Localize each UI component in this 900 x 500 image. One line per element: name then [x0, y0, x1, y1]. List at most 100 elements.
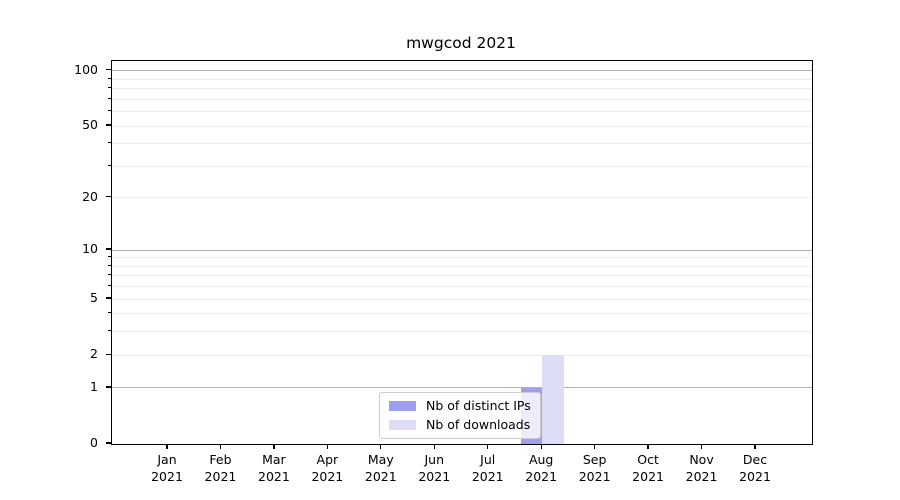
y-minor-gridline	[112, 298, 812, 300]
x-tick-mark	[433, 444, 435, 450]
x-tick-label: Jun 2021	[402, 451, 466, 485]
y-minor-tick-mark	[108, 124, 111, 126]
legend-swatch	[389, 420, 416, 430]
y-tick-label: 2	[90, 346, 98, 362]
x-tick-mark	[647, 444, 649, 450]
y-minor-tick-mark	[108, 285, 111, 287]
x-tick-mark	[700, 444, 703, 450]
x-tick-label: Aug 2021	[509, 451, 573, 485]
x-tick-label-month: Jun	[424, 452, 445, 467]
y-minor-gridline	[112, 275, 812, 277]
y-minor-gridline	[112, 111, 812, 113]
x-tick-label-year: 2021	[364, 469, 397, 484]
y-minor-gridline	[112, 165, 812, 167]
y-tick-label: 10	[82, 241, 98, 257]
y-minor-gridline	[112, 257, 812, 259]
x-tick-mark	[487, 444, 489, 450]
y-tick-mark	[106, 386, 111, 388]
y-minor-gridline	[112, 125, 812, 127]
x-tick-label-year: 2021	[151, 469, 183, 484]
y-minor-tick-mark	[108, 330, 111, 332]
x-tick-label-year: 2021	[471, 469, 504, 484]
y-minor-tick-mark	[108, 110, 111, 112]
y-minor-tick-mark	[108, 274, 111, 276]
x-tick-label-year: 2021	[311, 469, 344, 484]
y-minor-tick-mark	[108, 87, 111, 89]
y-minor-gridline	[112, 88, 812, 90]
y-minor-tick-mark	[108, 142, 111, 144]
y-minor-gridline	[112, 98, 812, 100]
y-minor-tick-mark	[108, 297, 111, 299]
x-tick-label-year: 2021	[685, 469, 718, 484]
x-tick-label: Apr 2021	[295, 451, 359, 485]
x-tick-label-month: Aug	[528, 452, 554, 467]
y-minor-gridline	[112, 313, 812, 315]
y-minor-tick-mark	[108, 196, 111, 198]
x-tick-label: Jan 2021	[135, 451, 199, 485]
x-tick-label-year: 2021	[418, 469, 451, 484]
y-tick-mark	[106, 69, 111, 71]
x-tick-label-month: Sep	[582, 452, 607, 467]
x-tick-mark	[380, 444, 382, 450]
legend-item: Nb of downloads	[389, 417, 531, 433]
x-tick-mark	[219, 444, 222, 450]
x-tick-label-month: Apr	[316, 452, 339, 467]
y-minor-gridline	[112, 143, 812, 145]
x-tick-label-month: Feb	[209, 452, 232, 467]
y-minor-tick-mark	[108, 353, 111, 355]
bar-downloads-aug	[542, 355, 564, 444]
legend-item: Nb of distinct IPs	[389, 398, 531, 414]
y-minor-tick-mark	[108, 256, 111, 258]
x-tick-label-month: Jul	[480, 452, 496, 467]
x-tick-label-year: 2021	[578, 469, 611, 484]
x-tick-mark	[273, 444, 275, 450]
x-tick-label-month: Dec	[742, 452, 768, 467]
x-tick-label-month: Jan	[157, 452, 177, 467]
y-minor-gridline	[112, 78, 812, 80]
x-tick-label: May 2021	[349, 451, 413, 485]
y-minor-gridline	[112, 286, 812, 288]
y-tick-label: 0	[90, 435, 98, 450]
x-tick-label-year: 2021	[739, 469, 771, 484]
x-tick-label-month: May	[367, 452, 394, 467]
x-tick-label-year: 2021	[258, 469, 290, 484]
y-minor-tick-mark	[108, 77, 111, 79]
plot-area: Nb of distinct IPs Nb of downloads	[111, 60, 813, 445]
y-tick-label: 5	[90, 290, 98, 306]
y-minor-tick-mark	[108, 312, 111, 314]
y-tick-mark	[106, 248, 111, 250]
y-tick-label: 20	[82, 188, 98, 204]
x-tick-mark	[540, 444, 542, 450]
legend-label: Nb of distinct IPs	[426, 398, 531, 413]
y-minor-gridline	[112, 265, 812, 267]
x-tick-mark	[326, 444, 328, 450]
y-minor-tick-mark	[108, 164, 111, 166]
y-minor-gridline	[112, 331, 812, 333]
y-tick-mark	[106, 442, 111, 444]
x-tick-label: Oct 2021	[616, 451, 680, 485]
x-tick-label: Dec 2021	[723, 451, 787, 485]
x-tick-label: Mar 2021	[242, 451, 306, 485]
y-tick-label: 100	[74, 61, 98, 77]
x-tick-label: Feb 2021	[188, 451, 252, 485]
legend-label: Nb of downloads	[426, 417, 531, 432]
y-major-gridline	[112, 387, 812, 389]
x-tick-label-month: Nov	[689, 452, 714, 467]
y-tick-label: 1	[90, 378, 98, 394]
y-minor-gridline	[112, 354, 812, 356]
x-tick-mark	[166, 444, 168, 450]
x-tick-label: Nov 2021	[670, 451, 734, 485]
x-tick-mark	[754, 444, 756, 450]
y-minor-gridline	[112, 197, 812, 199]
x-tick-mark	[593, 444, 596, 450]
chart-title: mwgcod 2021	[406, 34, 516, 52]
y-major-gridline	[112, 249, 812, 251]
x-tick-label-month: Oct	[637, 452, 659, 467]
x-tick-label-year: 2021	[632, 469, 664, 484]
legend-swatch	[389, 401, 416, 411]
x-tick-label-year: 2021	[204, 469, 237, 484]
x-tick-label-month: Mar	[262, 452, 286, 467]
legend: Nb of distinct IPs Nb of downloads	[379, 392, 541, 439]
y-minor-tick-mark	[108, 264, 111, 266]
